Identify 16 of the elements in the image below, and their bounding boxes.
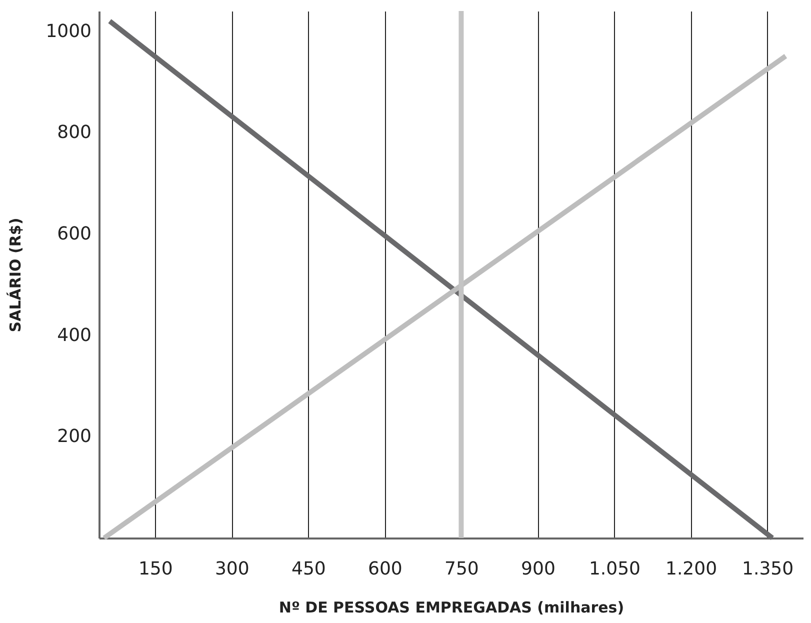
x-tick-label: 750 [444,558,479,580]
y-tick-label: 600 [57,223,92,244]
x-tick-label: 300 [214,558,250,580]
y-tick-label: 800 [57,122,92,144]
x-tick-label: 1.200 [666,558,718,580]
x-tick-label: 600 [368,558,402,580]
x-tick-label: 1.350 [742,558,794,580]
y-axis-title: SALÁRIO (R$) [6,218,25,332]
y-tick-label: 200 [57,426,92,448]
x-tick-label: 1.050 [588,558,641,580]
x-tick-label: 150 [138,558,173,580]
y-tick-label: 1000 [46,20,92,42]
x-axis-title: Nº DE PESSOAS EMPREGADAS (milhares) [278,598,624,616]
x-tick-label: 450 [291,558,326,580]
y-tick-label: 400 [57,324,92,346]
x-tick-label: 900 [521,558,556,580]
